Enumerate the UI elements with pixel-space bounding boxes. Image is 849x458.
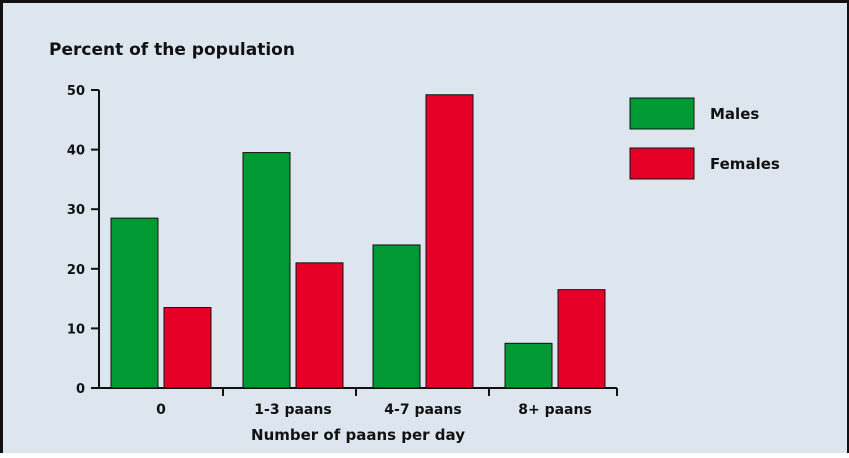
bar-females-0 <box>163 307 212 389</box>
y-tick-label: 50 <box>67 84 85 99</box>
bar-chart: Percent of the population Number of paan… <box>49 40 780 444</box>
y-tick-label: 20 <box>67 263 85 278</box>
x-axis-label: Number of paans per day <box>251 426 465 444</box>
bar-males-0 <box>110 217 159 389</box>
y-tick-label: 10 <box>67 322 85 337</box>
bar-males-2 <box>372 244 421 389</box>
x-category-label: 4-7 paans <box>384 402 461 418</box>
y-tick-label: 40 <box>67 144 85 159</box>
legend-swatch-males <box>629 97 695 130</box>
bar-females-3 <box>557 289 606 389</box>
legend-label-females: Females <box>710 155 780 173</box>
bar-females-2 <box>425 94 474 389</box>
x-category-label: 1-3 paans <box>254 402 331 418</box>
bar-males-3 <box>504 342 553 389</box>
bars <box>110 94 606 389</box>
legend: Males Females <box>629 97 780 180</box>
legend-swatch-females <box>629 147 695 180</box>
chart-title: Percent of the population <box>49 40 295 60</box>
legend-label-males: Males <box>710 105 759 123</box>
y-tick-label: 0 <box>76 382 85 397</box>
y-tick-label: 30 <box>67 203 85 218</box>
x-category-label: 8+ paans <box>518 402 592 418</box>
bar-females-1 <box>295 262 344 389</box>
axes: 0 10 20 30 40 50 0 1-3 paans 4-7 paans 8+ paans <box>67 84 618 418</box>
bar-males-1 <box>242 152 291 389</box>
x-category-label: 0 <box>156 402 166 418</box>
